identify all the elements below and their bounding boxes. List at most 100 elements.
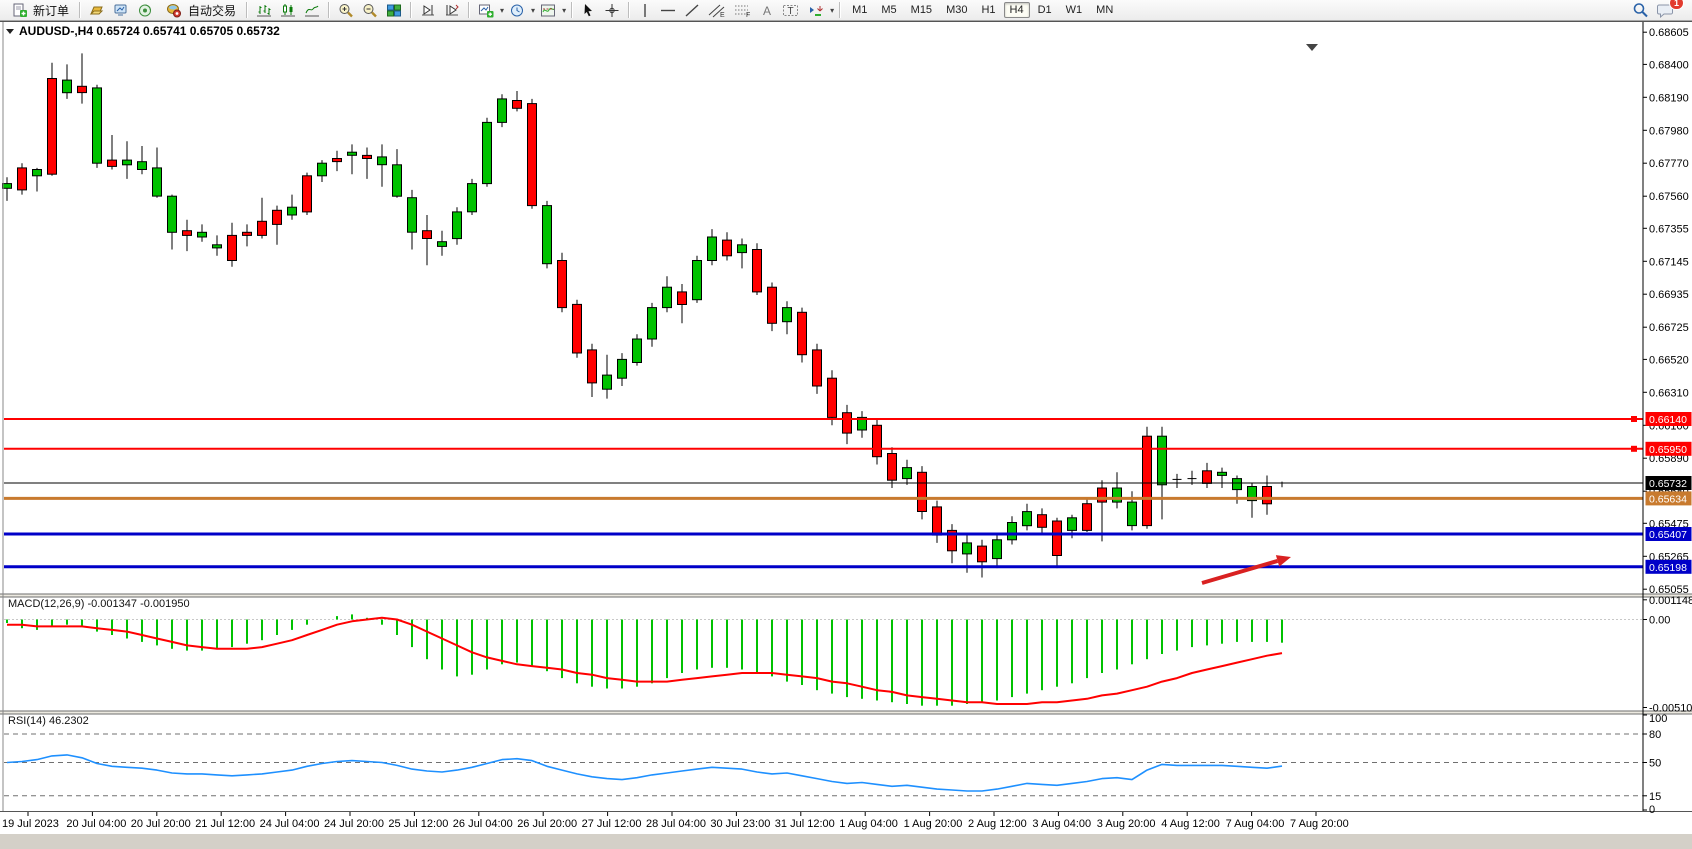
candle — [557, 252, 567, 313]
toolbar-separator — [468, 2, 471, 18]
price-axis-tick-label: 0.66520 — [1649, 354, 1689, 366]
macd-indicator-label: MACD(12,26,9) -0.001347 -0.001950 — [8, 598, 190, 610]
time-axis-label: 1 Aug 04:00 — [839, 818, 898, 830]
timeframe-button-M5[interactable]: M5 — [881, 4, 897, 16]
svg-text:0.66140: 0.66140 — [1649, 414, 1687, 426]
price-axis-tick-label: 0.65055 — [1649, 584, 1689, 596]
crosshair-icon[interactable] — [601, 1, 623, 20]
timeframe-button-W1[interactable]: W1 — [1065, 4, 1083, 16]
candle — [632, 334, 642, 366]
timeframe-button-group: M1 M5 M15 M30 H1 H4 D1 W1 MN — [846, 2, 1119, 18]
trendline-tool-icon[interactable] — [681, 1, 703, 20]
equidistant-channel-tool-icon[interactable]: E — [705, 1, 729, 20]
timeframe-button-H1[interactable]: H1 — [981, 4, 996, 16]
candle — [227, 222, 237, 267]
arrows-tool-icon[interactable] — [804, 1, 827, 20]
rsi-axis-tick-label: 50 — [1649, 758, 1661, 770]
chart-area[interactable]: MACD(12,26,9) -0.001347 -0.001950 RSI(14)… — [0, 21, 1692, 849]
hline-end-marker[interactable] — [1631, 416, 1637, 422]
timeframe-button-H4[interactable]: H4 — [1003, 2, 1030, 18]
rsi-indicator-label: RSI(14) 46.2302 — [8, 715, 89, 727]
candle — [122, 141, 132, 179]
timeframe-button-MN[interactable]: MN — [1096, 4, 1114, 16]
chart-title: AUDUSD-,H4 0.65724 0.65741 0.65705 0.657… — [19, 24, 280, 38]
tile-windows-icon[interactable] — [383, 1, 405, 20]
chart-shift-marker[interactable] — [1306, 44, 1318, 51]
timeframes-icon[interactable] — [506, 1, 528, 20]
candle — [722, 232, 732, 261]
candle — [707, 229, 717, 266]
bar-chart-icon[interactable] — [253, 1, 275, 20]
navigator-icon[interactable] — [134, 1, 156, 20]
horizontal-line-tool-icon[interactable] — [657, 1, 679, 20]
auto-scroll-icon[interactable] — [417, 1, 439, 20]
price-axis-tick-label: 0.66725 — [1649, 322, 1689, 334]
fibonacci-tool-icon[interactable]: F — [731, 1, 755, 20]
zoom-out-icon[interactable] — [359, 1, 381, 20]
toolbar-separator — [628, 2, 631, 18]
timeframes-dropdown-caret[interactable]: ▾ — [531, 5, 536, 15]
price-line-badge: 0.65634 — [1645, 491, 1692, 506]
candle — [647, 302, 657, 347]
candle — [272, 205, 282, 245]
candle — [1007, 516, 1017, 545]
toolbar-separator — [410, 2, 413, 18]
candle — [422, 215, 432, 266]
chart-menu-triangle-icon[interactable] — [6, 29, 14, 34]
vertical-line-tool-icon[interactable] — [635, 1, 655, 20]
auto-trading-label: 自动交易 — [188, 3, 237, 18]
chat-notifications-icon[interactable]: 1 — [1654, 0, 1684, 20]
price-line-badge: 0.65950 — [1645, 441, 1692, 456]
hline-end-marker[interactable] — [1631, 445, 1637, 452]
text-label-tool-icon[interactable]: T — [779, 1, 802, 20]
chart-background — [0, 21, 1692, 849]
candle — [827, 370, 837, 426]
time-axis-label: 26 Jul 20:00 — [517, 818, 577, 830]
candle — [782, 301, 792, 335]
profiles-icon[interactable] — [86, 1, 108, 20]
time-axis-label: 4 Aug 12:00 — [1161, 818, 1220, 830]
candlestick-chart-icon[interactable] — [277, 1, 299, 20]
templates-icon[interactable] — [537, 1, 559, 20]
timeframe-button-M15[interactable]: M15 — [910, 4, 933, 16]
timeframe-button-D1[interactable]: D1 — [1037, 4, 1052, 16]
cursor-icon[interactable] — [578, 1, 599, 20]
time-axis-label: 31 Jul 12:00 — [775, 818, 835, 830]
price-axis-tick-label: 0.65890 — [1649, 453, 1689, 465]
timeframe-button-M1[interactable]: M1 — [852, 4, 868, 16]
candle — [32, 167, 42, 192]
indicators-dropdown-caret[interactable]: ▾ — [500, 5, 505, 15]
svg-text:0.65732: 0.65732 — [1649, 478, 1687, 490]
candle — [137, 146, 147, 175]
templates-dropdown-caret[interactable]: ▾ — [562, 5, 567, 15]
candle — [257, 197, 267, 239]
indicators-icon[interactable] — [475, 1, 497, 20]
arrows-dropdown-caret[interactable]: ▾ — [830, 5, 835, 15]
candle — [1112, 472, 1122, 509]
candle — [992, 535, 1002, 569]
timeframe-button-M30[interactable]: M30 — [946, 4, 968, 16]
candle — [677, 284, 687, 324]
new-order-button[interactable]: 新订单 — [4, 0, 74, 22]
price-axis-tick-label: 0.68190 — [1649, 92, 1689, 104]
candle — [242, 224, 252, 247]
candle — [302, 172, 312, 215]
macd-axis-tick-label: -0.005104 — [1649, 703, 1692, 715]
time-axis-label: 25 Jul 12:00 — [388, 818, 448, 830]
auto-trading-button[interactable]: 自动交易 — [158, 0, 241, 22]
arrow-annotation[interactable] — [1201, 555, 1291, 585]
candle — [17, 163, 27, 195]
search-icon[interactable] — [1629, 0, 1652, 20]
candle — [377, 144, 387, 187]
time-axis-label: 19 Jul 2023 — [2, 818, 59, 830]
candle — [182, 219, 192, 252]
line-chart-icon[interactable] — [301, 1, 323, 20]
zoom-in-icon[interactable] — [335, 1, 357, 20]
market-watch-icon[interactable] — [110, 1, 132, 20]
candle — [317, 160, 327, 182]
chart-shift-icon[interactable] — [441, 1, 463, 20]
svg-text:0.65198: 0.65198 — [1649, 562, 1687, 574]
candle — [692, 255, 702, 303]
price-axis-tick-label: 0.67560 — [1649, 191, 1689, 203]
text-tool-icon[interactable]: A — [757, 1, 777, 20]
